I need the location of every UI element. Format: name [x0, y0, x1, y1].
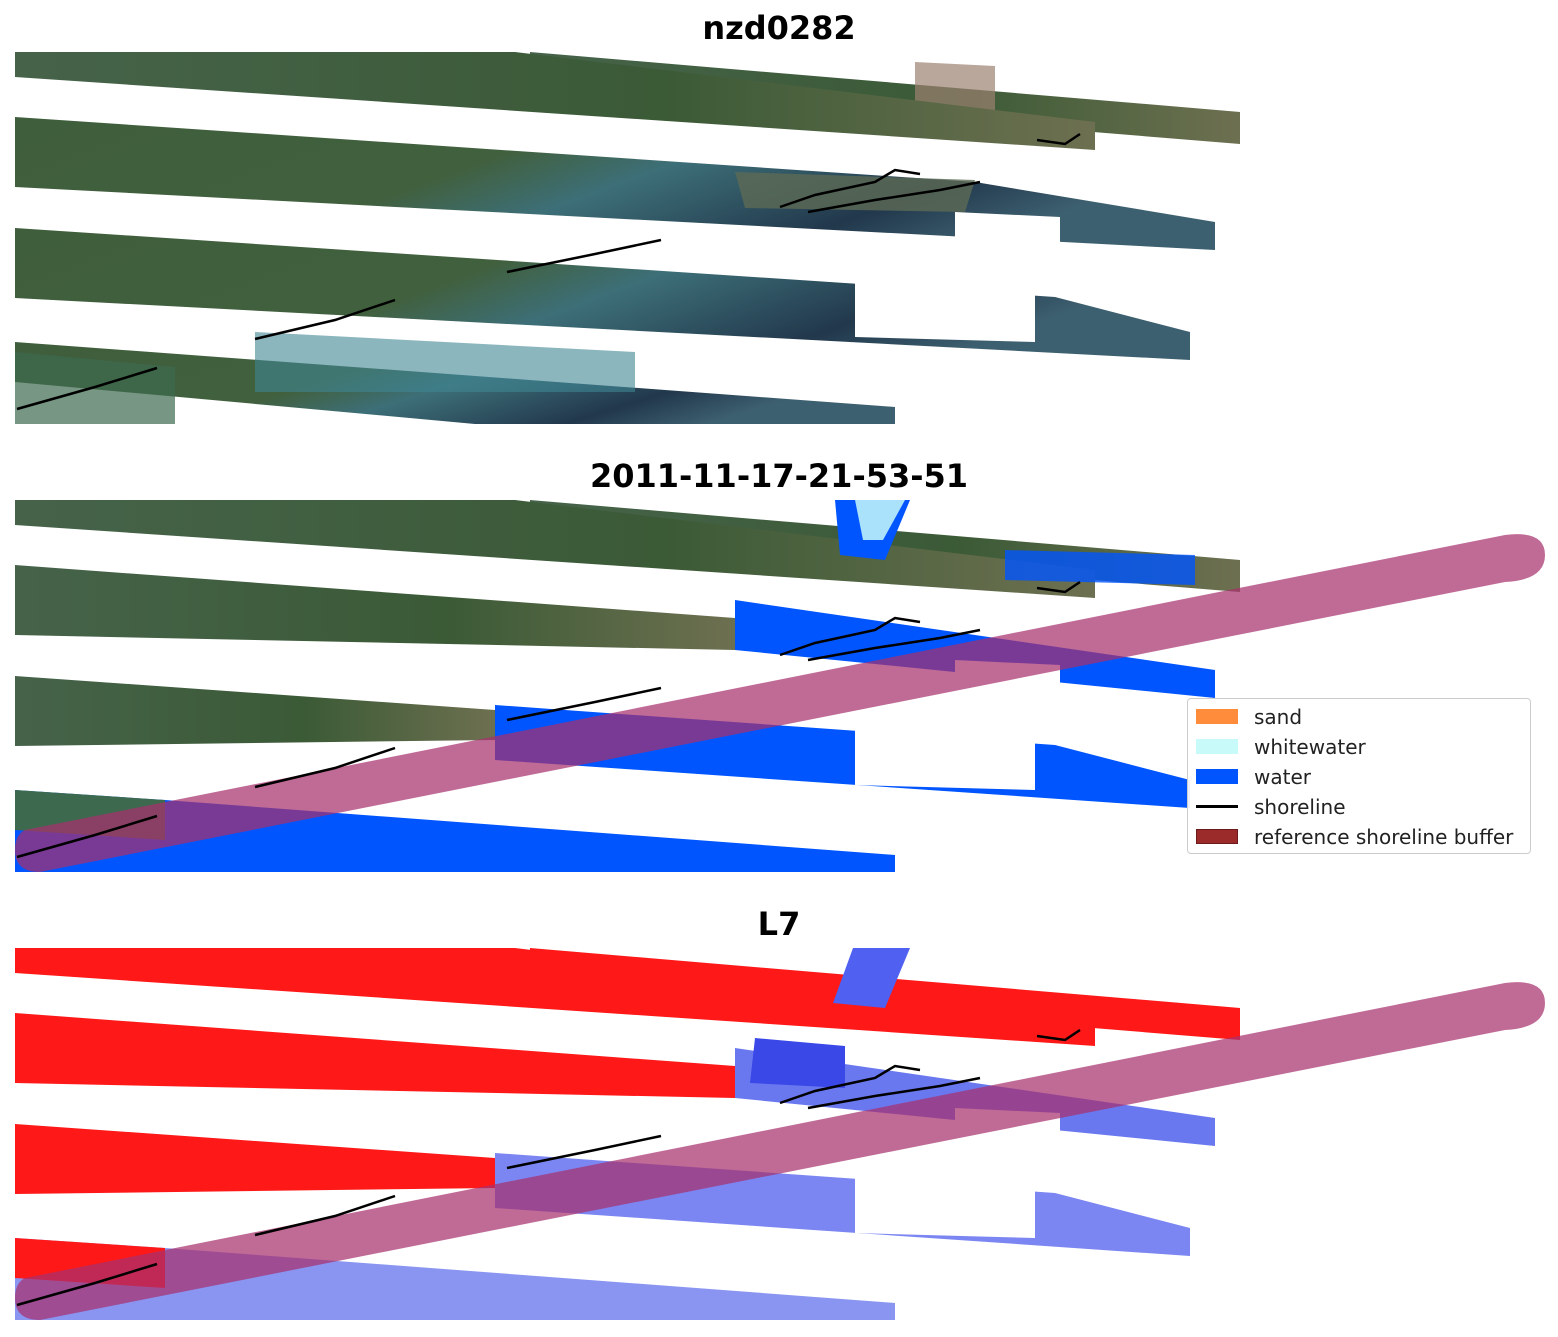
legend-label-whitewater: whitewater	[1254, 735, 1366, 759]
legend-label-water: water	[1254, 765, 1311, 789]
panel-title-index: L7	[757, 905, 801, 943]
legend-item-shoreline: shoreline	[1188, 791, 1530, 821]
legend: sand whitewater water shoreline referenc…	[1187, 698, 1531, 854]
index-image	[15, 948, 1545, 1320]
water-swatch	[1196, 769, 1238, 784]
panel-classified-image	[15, 500, 1545, 872]
legend-item-water: water	[1188, 761, 1530, 791]
panel-index-image	[15, 948, 1545, 1320]
panel-title-classified: 2011-11-17-21-53-51	[589, 457, 969, 495]
panel-rgb-image	[15, 52, 1545, 424]
classified-image	[15, 500, 1545, 872]
legend-label-buffer: reference shoreline buffer	[1254, 825, 1514, 849]
legend-label-shoreline: shoreline	[1254, 795, 1346, 819]
shoreline-line-swatch	[1196, 805, 1238, 808]
legend-item-sand: sand	[1188, 701, 1530, 731]
legend-item-buffer: reference shoreline buffer	[1188, 821, 1530, 851]
rgb-image	[15, 52, 1240, 424]
whitewater-swatch	[1196, 739, 1238, 754]
legend-item-whitewater: whitewater	[1188, 731, 1530, 761]
sand-swatch	[1196, 709, 1238, 724]
buffer-swatch	[1196, 829, 1238, 844]
panel-title-rgb: nzd0282	[702, 9, 856, 47]
legend-label-sand: sand	[1254, 705, 1303, 729]
